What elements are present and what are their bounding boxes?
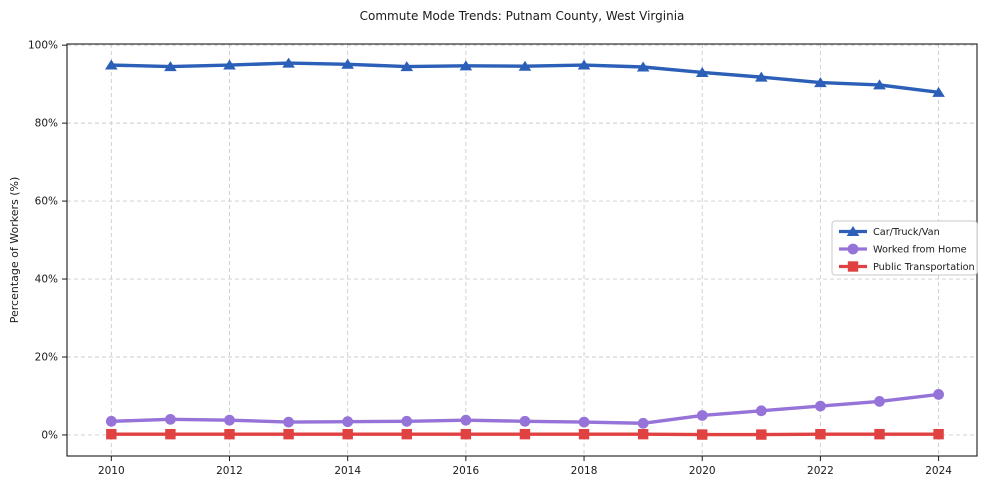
legend-marker [847, 261, 859, 272]
data-point-marker [697, 429, 708, 440]
data-point-marker [224, 428, 235, 440]
x-tick-label: 2010 [98, 465, 125, 477]
legend-label: Worked from Home [873, 245, 967, 256]
data-point-marker [401, 428, 412, 440]
data-point-marker [519, 415, 531, 427]
data-point-marker [283, 416, 294, 428]
x-tick-label: 2016 [452, 465, 479, 477]
legend-label: Car/Truck/Van [873, 227, 940, 238]
data-point-marker [164, 61, 177, 72]
y-tick-label: 0% [41, 429, 58, 441]
x-tick-label: 2018 [571, 465, 598, 477]
data-point-marker [756, 429, 767, 440]
data-point-marker [932, 86, 945, 97]
data-point-marker [815, 400, 826, 412]
data-point-marker [933, 428, 944, 440]
legend-marker [846, 226, 860, 236]
x-tick-label: 2024 [925, 465, 952, 477]
data-point-marker [578, 428, 590, 440]
y-tick-label: 20% [35, 351, 58, 363]
data-point-marker [755, 71, 768, 82]
data-point-marker [106, 428, 117, 440]
x-tick-label: 2020 [689, 465, 716, 477]
data-point-marker [874, 428, 885, 440]
data-point-marker [223, 59, 236, 70]
data-point-marker [105, 415, 117, 427]
data-point-marker [165, 428, 176, 440]
series-public-transportation [106, 428, 944, 440]
legend-marker [847, 243, 859, 255]
data-point-marker [519, 428, 531, 440]
data-point-marker [755, 405, 767, 417]
legend-box [831, 220, 978, 276]
data-point-marker [933, 389, 944, 400]
data-point-marker [342, 428, 353, 440]
data-point-marker [341, 58, 354, 69]
data-point-marker [283, 428, 294, 440]
y-tick-label: 40% [35, 274, 58, 286]
data-point-marker [814, 77, 827, 88]
series-worked-from-home [105, 389, 944, 429]
data-point-marker [460, 414, 472, 426]
chart-title: Commute Mode Trends: Putnam County, West… [359, 9, 685, 23]
x-tick-label: 2012 [216, 465, 243, 477]
data-point-marker [224, 414, 235, 426]
data-point-marker [401, 415, 413, 427]
data-point-marker [815, 428, 826, 440]
data-point-marker [342, 416, 354, 428]
series-car-truck-van [105, 57, 945, 97]
data-point-marker [637, 417, 649, 429]
data-point-marker [460, 428, 472, 440]
data-point-marker [282, 57, 295, 68]
x-tick-label: 2022 [807, 465, 834, 477]
data-point-marker [578, 416, 590, 428]
data-point-marker [874, 396, 885, 407]
data-point-marker [696, 410, 708, 421]
data-point-marker [400, 61, 414, 72]
y-tick-label: 80% [35, 118, 58, 130]
data-point-marker [637, 428, 649, 440]
x-tick-label: 2014 [334, 465, 361, 477]
data-point-marker [577, 59, 591, 70]
data-point-marker [459, 60, 473, 71]
data-point-marker [165, 413, 176, 425]
legend-label: Public Transportation [873, 262, 975, 273]
data-point-marker [518, 60, 532, 71]
data-point-marker [105, 59, 118, 70]
data-point-marker [695, 66, 709, 77]
data-point-marker [636, 61, 650, 72]
data-point-marker [873, 79, 886, 90]
y-tick-label: 60% [35, 196, 58, 208]
y-tick-label: 100% [28, 40, 58, 52]
legend: Car/Truck/Van Worked from Home Public Tran… [831, 220, 978, 276]
